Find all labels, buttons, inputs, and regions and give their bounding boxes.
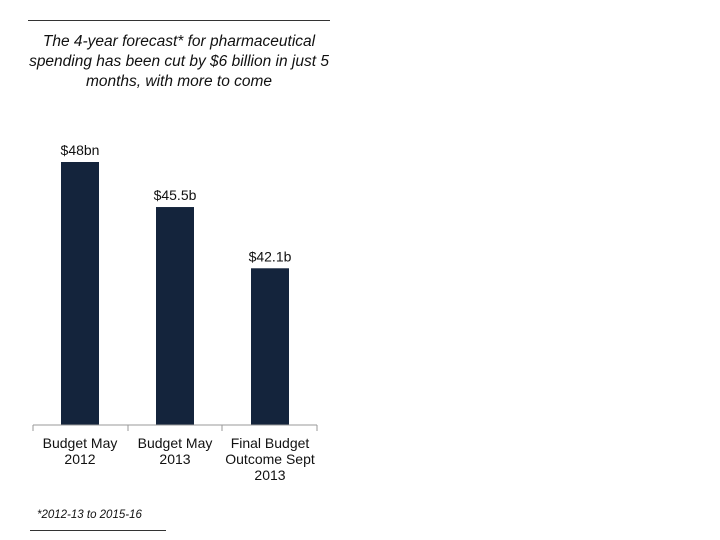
bottom-rule bbox=[30, 530, 166, 531]
category-label: 2013 bbox=[159, 451, 190, 467]
bar bbox=[251, 268, 289, 425]
category-label: 2013 bbox=[254, 467, 285, 483]
bar bbox=[156, 207, 194, 425]
top-rule bbox=[28, 20, 330, 21]
category-label: Outcome Sept bbox=[225, 451, 315, 467]
category-label: Budget May bbox=[43, 435, 118, 451]
bar bbox=[61, 162, 99, 425]
data-label: $45.5b bbox=[154, 187, 197, 203]
data-label: $48bn bbox=[61, 142, 100, 158]
chart-title: The 4-year forecast* for pharmaceutical … bbox=[29, 33, 329, 90]
data-label: $42.1b bbox=[249, 248, 292, 264]
footnote: *2012-13 to 2015-16 bbox=[37, 509, 142, 521]
category-label: Final Budget bbox=[231, 435, 310, 451]
category-label: 2012 bbox=[64, 451, 95, 467]
category-label: Budget May bbox=[138, 435, 213, 451]
